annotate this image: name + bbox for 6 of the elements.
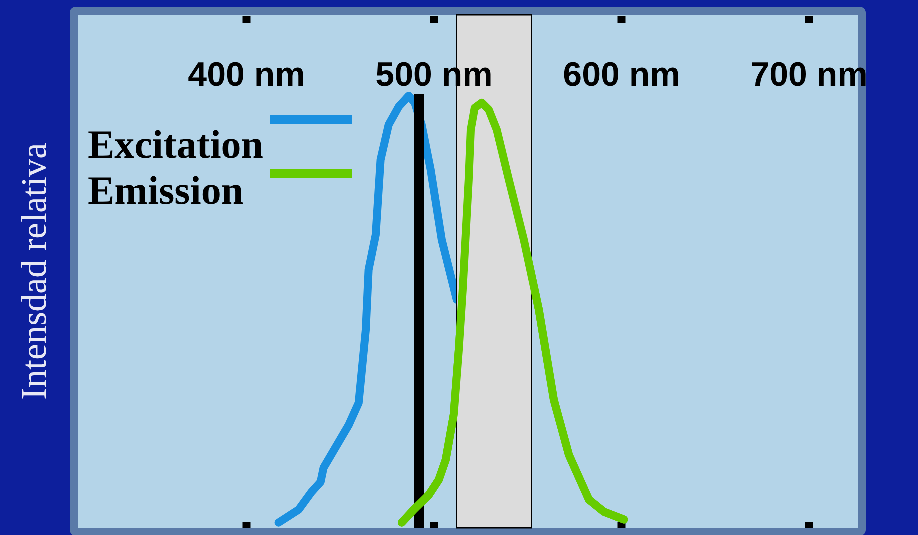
y-axis-title: Intensdad relativa: [14, 143, 54, 400]
x-tick-label: 400 nm: [188, 56, 306, 94]
legend-label: Excitation: [88, 122, 264, 167]
x-tick-label: 700 nm: [750, 56, 868, 94]
x-tick-label: 600 nm: [563, 56, 680, 94]
legend-label: Emission: [88, 168, 244, 213]
